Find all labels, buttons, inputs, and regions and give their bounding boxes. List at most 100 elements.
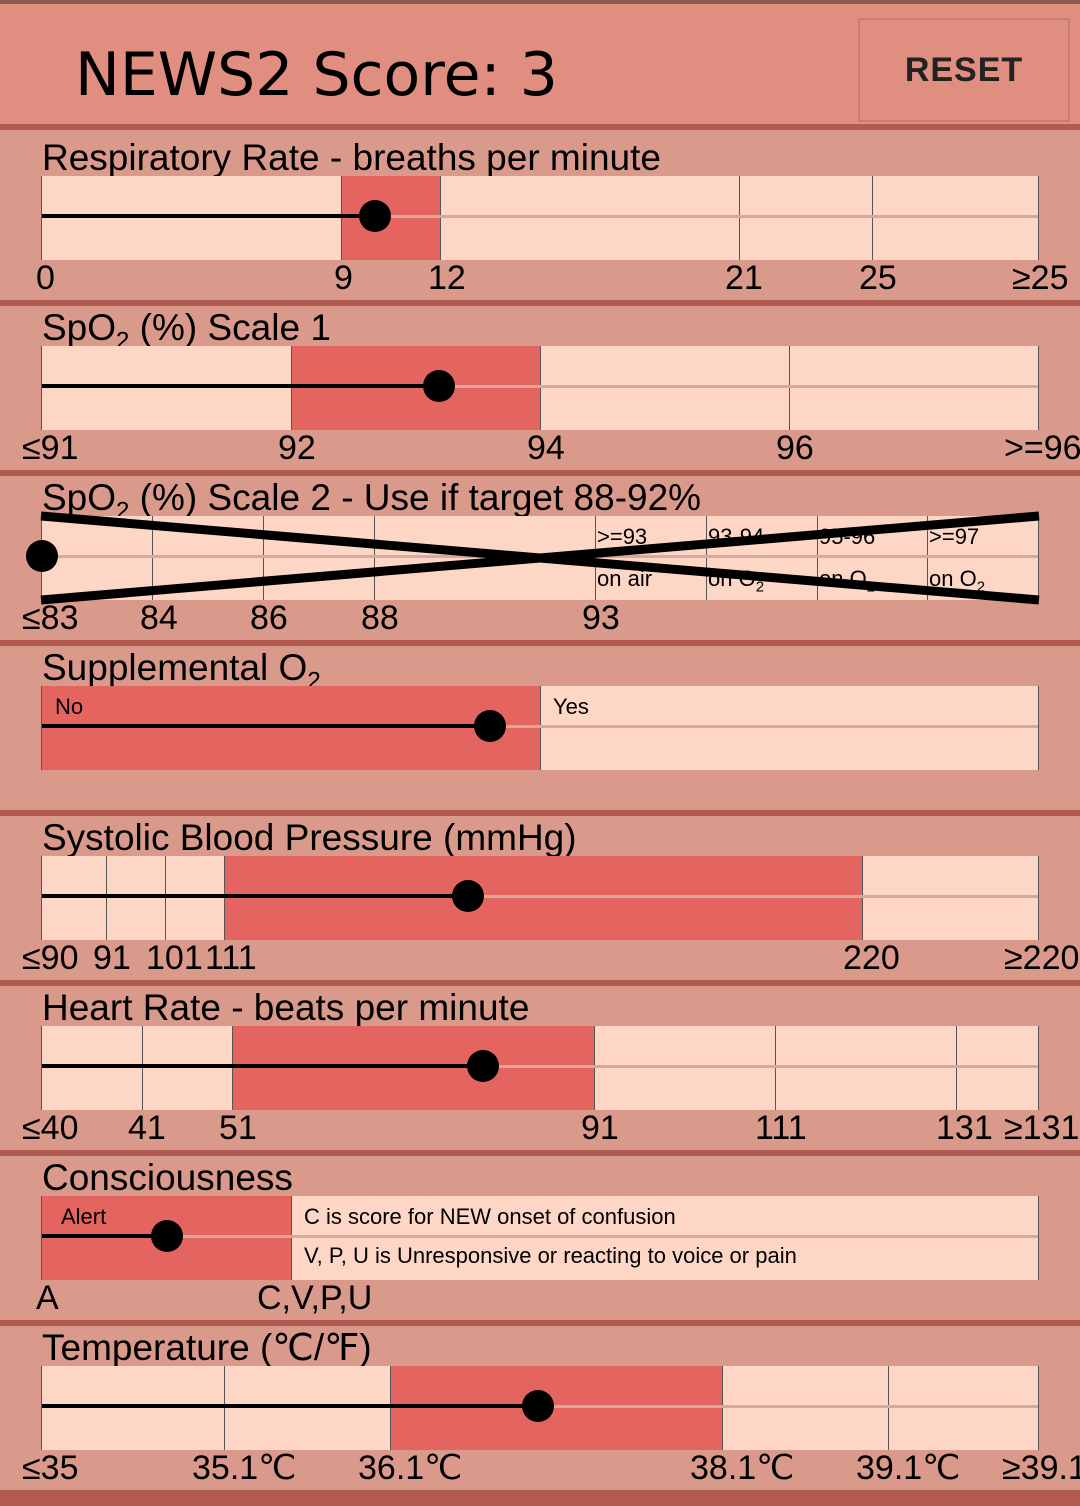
- tick-label: 9: [334, 259, 353, 297]
- divider: [341, 176, 342, 260]
- reset-button[interactable]: RESET: [858, 18, 1070, 122]
- top-strip: [0, 0, 1080, 4]
- divider: [142, 1026, 143, 1110]
- tick-label: ≤35: [22, 1449, 79, 1487]
- divider: [888, 1366, 889, 1450]
- respiratory-rate-thumb[interactable]: [359, 200, 391, 232]
- supplemental-o2-selected-band: [42, 686, 540, 770]
- tick-label: ≥39.1: [1002, 1449, 1080, 1487]
- temperature-section: Temperature (℃/℉) ≤35 35.1℃ 36.1℃ 38.1℃ …: [0, 1326, 1080, 1490]
- slider-track-line: [42, 1065, 1038, 1068]
- tick-label: 41: [128, 1109, 166, 1147]
- tick-label: 111: [755, 1109, 807, 1147]
- divider: [817, 516, 818, 600]
- divider: [594, 1026, 595, 1110]
- spo2-scale1-title: SpO2 (%) Scale 1: [42, 307, 331, 355]
- slider-fill: [42, 1234, 167, 1238]
- tick-label: 131: [936, 1109, 993, 1147]
- tick-label: 51: [219, 1109, 257, 1147]
- slider-track-line: [42, 895, 1038, 898]
- divider: [106, 856, 107, 940]
- divider: [291, 346, 292, 430]
- tick-label: 101: [146, 939, 203, 977]
- divider: [956, 1026, 957, 1110]
- divider: [789, 346, 790, 430]
- heart-rate-section: Heart Rate - beats per minute ≤40 41 51 …: [0, 986, 1080, 1156]
- spo2-scale2-section: SpO2 (%) Scale 2 - Use if target 88-92% …: [0, 476, 1080, 646]
- temperature-thumb[interactable]: [522, 1390, 554, 1422]
- bottom-strip: [0, 1490, 1080, 1506]
- slider-track-line: [42, 725, 1038, 728]
- tick-label: 91: [581, 1109, 619, 1147]
- option-no[interactable]: No: [55, 694, 84, 719]
- supplemental-o2-section: Supplemental O2 No Yes: [0, 646, 1080, 816]
- cell-label: on O2: [929, 566, 986, 596]
- divider: [224, 856, 225, 940]
- consciousness-thumb[interactable]: [151, 1220, 183, 1252]
- temperature-title: Temperature (℃/℉): [42, 1327, 372, 1368]
- divider: [722, 1366, 723, 1450]
- heart-rate-thumb[interactable]: [467, 1050, 499, 1082]
- respiratory-rate-section: Respiratory Rate - breaths per minute 0 …: [0, 136, 1080, 306]
- divider: [540, 346, 541, 430]
- systolic-bp-section: Systolic Blood Pressure (mmHg) ≤90 91 10…: [0, 816, 1080, 986]
- tick-label: >=96: [1004, 429, 1080, 467]
- systolic-bp-title: Systolic Blood Pressure (mmHg): [42, 817, 577, 858]
- tick-label: 92: [278, 429, 316, 467]
- tick-label: 12: [428, 259, 466, 297]
- slider-fill: [42, 1404, 538, 1408]
- heart-rate-title: Heart Rate - beats per minute: [42, 987, 530, 1028]
- heart-rate-selected-band: [232, 1026, 594, 1110]
- slider-track-line: [42, 1235, 1038, 1238]
- spo2-scale1-slider[interactable]: [41, 346, 1039, 430]
- tick-label: ≥25: [1012, 259, 1069, 297]
- systolic-bp-thumb[interactable]: [452, 880, 484, 912]
- divider: [224, 1366, 225, 1450]
- divider: [595, 516, 596, 600]
- tick-label: A: [36, 1279, 59, 1317]
- disabled-cross-out: [40, 511, 1040, 605]
- tick-label: 220: [843, 939, 900, 977]
- tick-label: ≥131: [1004, 1109, 1080, 1147]
- tick-label: 86: [250, 599, 288, 637]
- slider-track-line: [42, 385, 1038, 388]
- slider-fill: [42, 894, 468, 898]
- supplemental-o2-thumb[interactable]: [474, 710, 506, 742]
- systolic-bp-slider[interactable]: [41, 856, 1039, 940]
- divider: [872, 176, 873, 260]
- tick-label: 111: [205, 939, 257, 977]
- tick-label: 94: [527, 429, 565, 467]
- divider: [862, 856, 863, 940]
- slider-fill: [42, 724, 490, 728]
- tick-label: ≥220: [1004, 939, 1080, 977]
- respiratory-rate-slider[interactable]: [41, 176, 1039, 260]
- divider: [739, 176, 740, 260]
- spo2-scale1-thumb[interactable]: [423, 370, 455, 402]
- spo2-scale2-title: SpO2 (%) Scale 2 - Use if target 88-92%: [42, 477, 702, 525]
- option-alert[interactable]: Alert: [61, 1204, 107, 1229]
- slider-fill: [42, 214, 375, 218]
- divider: [232, 1026, 233, 1110]
- tick-label: 88: [361, 599, 399, 637]
- supplemental-o2-slider[interactable]: No Yes: [41, 686, 1039, 770]
- consciousness-slider[interactable]: Alert C is score for NEW onset of confus…: [41, 1196, 1039, 1280]
- tick-label: 25: [859, 259, 897, 297]
- respiratory-rate-title: Respiratory Rate - breaths per minute: [42, 137, 661, 178]
- divider: [440, 176, 441, 260]
- systolic-bp-selected-band: [224, 856, 862, 940]
- divider: [291, 1196, 292, 1280]
- divider: [152, 516, 153, 600]
- tick-label: 84: [140, 599, 178, 637]
- spo2-scale1-section: SpO2 (%) Scale 1 ≤91 92 94 96 >=96: [0, 306, 1080, 476]
- option-yes[interactable]: Yes: [553, 694, 589, 719]
- heart-rate-slider[interactable]: [41, 1026, 1039, 1110]
- tick-label: 39.1℃: [856, 1449, 961, 1487]
- divider: [374, 516, 375, 600]
- slider-track-line: [42, 215, 1038, 218]
- temperature-slider[interactable]: [41, 1366, 1039, 1450]
- divider: [540, 686, 541, 770]
- consciousness-section: Consciousness Alert C is score for NEW o…: [0, 1156, 1080, 1326]
- spo2-scale1-selected-band: [291, 346, 540, 430]
- divider: [927, 516, 928, 600]
- spo2-scale2-thumb: [26, 540, 58, 572]
